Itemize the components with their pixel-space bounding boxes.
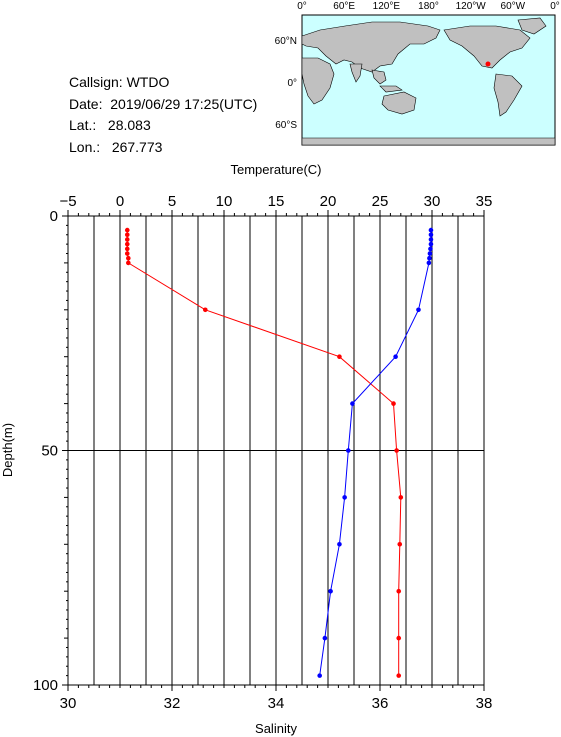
- callsign-row: Callsign: WTDO: [69, 72, 257, 94]
- salinity-data-point: [428, 241, 434, 247]
- lon-value: 267.773: [111, 138, 163, 155]
- salinity-tick-label: 36: [372, 695, 389, 712]
- salinity-tick-label: 38: [476, 695, 493, 712]
- salinity-series-line: [319, 230, 432, 676]
- salinity-data-point: [342, 495, 347, 500]
- depth-tick-labels: 0 50 100: [33, 208, 58, 694]
- salinity-data-point: [317, 673, 322, 678]
- temperature-tick-label: 15: [268, 193, 285, 210]
- salinity-data-point: [350, 401, 355, 406]
- temperature-data-point: [396, 588, 402, 594]
- lat-value: 28.083: [107, 117, 151, 133]
- date-label: Date:: [69, 95, 103, 112]
- temperature-data-point: [398, 495, 404, 500]
- temperature-data-point: [124, 237, 130, 242]
- map-longitude-label: 0°: [297, 1, 307, 12]
- map-longitude-label: 0°: [550, 1, 560, 12]
- depth-tick-label: 0: [50, 208, 58, 225]
- salinity-data-point: [337, 542, 342, 547]
- temperature-tick-label: 35: [476, 193, 493, 210]
- salinity-data-point: [322, 635, 328, 641]
- map-longitude-label: 60°W: [501, 1, 526, 12]
- chart-series: [124, 227, 434, 678]
- temperature-tick-label: 10: [216, 193, 233, 210]
- temperature-data-point: [126, 260, 131, 266]
- salinity-data-point: [345, 448, 351, 453]
- location-marker: [485, 61, 491, 67]
- temperature-data-point: [396, 635, 402, 641]
- plot-frame: [67, 215, 485, 686]
- temperature-data-point: [396, 673, 402, 678]
- temperature-data-point: [124, 246, 130, 252]
- temperature-series-line: [126, 230, 402, 676]
- salinity-tick-label: 30: [60, 695, 77, 712]
- temperature-data-point: [124, 241, 130, 247]
- map-longitude-label: 180°: [418, 1, 439, 12]
- temperature-data-point: [397, 542, 403, 547]
- temperature-tick-label: 20: [320, 193, 337, 210]
- lon-row: Lon.: 267.773: [69, 137, 257, 159]
- map-land: [301, 17, 556, 146]
- date-row: Date: 2019/06/29 17:25(UTC): [69, 94, 257, 116]
- salinity-tick-label: 32: [164, 695, 181, 712]
- temperature-data-point: [394, 448, 399, 453]
- temperature-tick-label: 5: [168, 193, 176, 210]
- salinity-data-point: [428, 232, 434, 238]
- map-latitude-labels: 60°N 0° 60°S: [275, 36, 298, 131]
- map-latitude-label: 0°: [287, 78, 297, 89]
- temperature-data-point: [124, 232, 130, 238]
- lat-label: Lat.:: [69, 117, 97, 133]
- salinity-data-point: [416, 307, 421, 313]
- map-longitude-label: 120°E: [373, 1, 401, 12]
- salinity-data-point: [428, 246, 433, 252]
- salinity-data-point: [427, 251, 433, 256]
- map-latitude-label: 60°N: [275, 36, 297, 47]
- temperature-tick-label: 30: [424, 193, 441, 210]
- depth-tick-label: 100: [33, 677, 58, 694]
- temperature-data-point: [124, 251, 130, 256]
- chart-minor-ticks: [62, 210, 485, 691]
- temperature-data-point: [126, 255, 131, 261]
- map-longitude-label: 120°W: [456, 1, 487, 12]
- station-info: Callsign: WTDO Date: 2019/06/29 17:25(UT…: [69, 72, 257, 158]
- chart-grid: [68, 216, 484, 685]
- salinity-tick-label: 34: [268, 695, 285, 712]
- depth-tick-label: 50: [41, 443, 58, 460]
- date-value: 2019/06/29 17:25(UTC): [110, 95, 258, 112]
- salinity-data-point: [428, 237, 434, 242]
- temperature-data-point: [391, 401, 396, 406]
- temperature-tick-label: 0: [116, 193, 124, 210]
- temperature-data-point: [124, 227, 130, 233]
- temperature-tick-label: 25: [372, 193, 389, 210]
- map-latitude-label: 60°S: [275, 120, 297, 131]
- world-map: 0° 60°E 120°E 180° 120°W 60°W 0° 60°N 0° 60°S: [275, 1, 560, 146]
- map-longitude-label: 60°E: [333, 1, 355, 12]
- salinity-axis-title: Salinity: [255, 721, 297, 736]
- temperature-axis-title: Temperature(C): [230, 162, 321, 177]
- depth-axis-title: Depth(m): [0, 423, 15, 477]
- salinity-data-point: [428, 227, 434, 233]
- lat-row: Lat.: 28.083: [69, 115, 257, 137]
- temperature-data-point: [337, 354, 342, 360]
- salinity-data-point: [426, 260, 432, 266]
- salinity-data-point: [393, 354, 398, 360]
- salinity-tick-labels: 30 32 34 36 38: [60, 695, 493, 712]
- map-longitude-labels: 0° 60°E 120°E 180° 120°W 60°W 0°: [297, 1, 560, 12]
- temperature-tick-label: −5: [59, 193, 76, 210]
- salinity-data-point: [427, 255, 432, 261]
- lon-label: Lon.:: [69, 138, 101, 155]
- temperature-tick-labels: −5 0 5 10 15 20 25 30 35: [59, 193, 492, 210]
- callsign-value: WTDO: [126, 74, 170, 90]
- callsign-label: Callsign:: [69, 74, 123, 90]
- salinity-data-point: [328, 588, 333, 594]
- temperature-data-point: [202, 307, 208, 313]
